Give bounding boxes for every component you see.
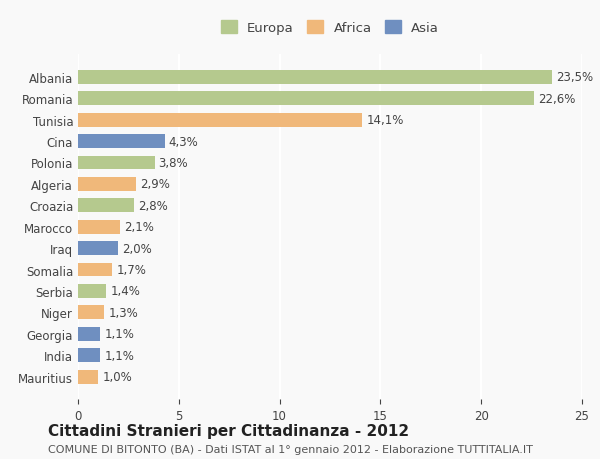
Text: 1,4%: 1,4% <box>110 285 140 298</box>
Text: 3,8%: 3,8% <box>158 157 188 170</box>
Bar <box>78 263 112 277</box>
Bar <box>78 71 552 84</box>
Bar <box>78 241 118 256</box>
Text: 2,0%: 2,0% <box>122 242 152 255</box>
Bar <box>78 178 136 191</box>
Text: 1,1%: 1,1% <box>104 328 134 341</box>
Bar <box>78 113 362 127</box>
Text: Cittadini Stranieri per Cittadinanza - 2012: Cittadini Stranieri per Cittadinanza - 2… <box>48 423 409 438</box>
Bar <box>78 284 106 298</box>
Text: 22,6%: 22,6% <box>538 93 575 106</box>
Text: 2,1%: 2,1% <box>124 221 154 234</box>
Bar <box>78 220 121 234</box>
Bar <box>78 306 104 319</box>
Bar <box>78 92 533 106</box>
Bar <box>78 199 134 213</box>
Text: 2,8%: 2,8% <box>139 199 168 213</box>
Bar <box>78 327 100 341</box>
Text: 4,3%: 4,3% <box>169 135 199 148</box>
Text: COMUNE DI BITONTO (BA) - Dati ISTAT al 1° gennaio 2012 - Elaborazione TUTTITALIA: COMUNE DI BITONTO (BA) - Dati ISTAT al 1… <box>48 444 533 454</box>
Text: 1,7%: 1,7% <box>116 263 146 276</box>
Bar <box>78 370 98 384</box>
Text: 1,1%: 1,1% <box>104 349 134 362</box>
Text: 1,3%: 1,3% <box>108 306 138 319</box>
Text: 1,0%: 1,0% <box>102 370 132 383</box>
Bar <box>78 156 155 170</box>
Bar <box>78 135 164 149</box>
Legend: Europa, Africa, Asia: Europa, Africa, Asia <box>217 17 443 39</box>
Bar <box>78 348 100 362</box>
Text: 14,1%: 14,1% <box>366 114 404 127</box>
Text: 23,5%: 23,5% <box>556 71 593 84</box>
Text: 2,9%: 2,9% <box>140 178 170 191</box>
